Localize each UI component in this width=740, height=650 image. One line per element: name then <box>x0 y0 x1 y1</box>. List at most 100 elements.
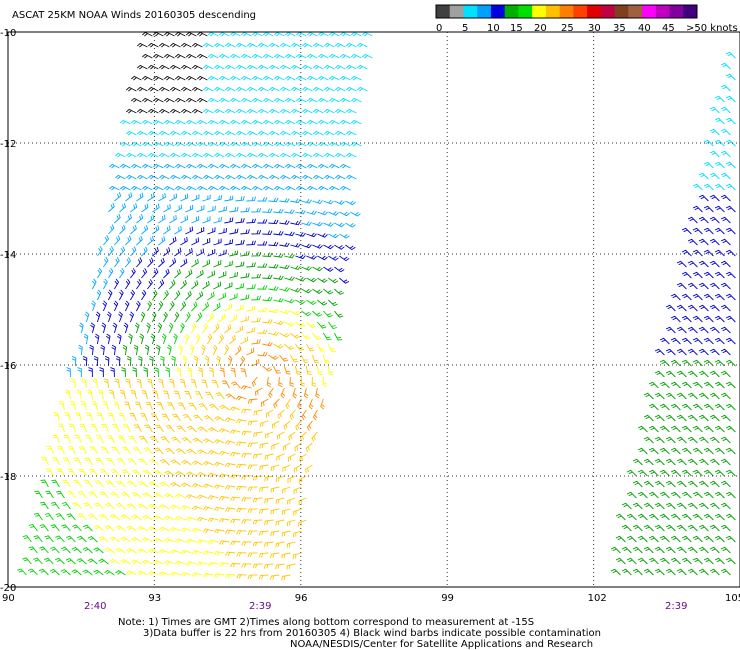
wind-barb <box>654 348 665 356</box>
wind-barb <box>80 401 87 411</box>
wind-barb <box>180 193 189 202</box>
wind-barb <box>71 546 82 554</box>
wind-barb <box>138 458 148 466</box>
wind-barb <box>725 205 736 213</box>
wind-barb <box>191 215 200 224</box>
wind-barb <box>301 332 311 340</box>
wind-barb <box>214 416 225 422</box>
wind-barb <box>218 249 227 257</box>
wind-barb <box>317 31 329 37</box>
wind-barb <box>720 502 731 510</box>
wind-barb <box>173 333 178 345</box>
wind-barb <box>214 529 225 534</box>
wind-barb <box>681 271 692 279</box>
wind-barb <box>158 378 164 389</box>
wind-barb <box>257 64 269 70</box>
wind-barb <box>110 367 115 378</box>
wind-barb <box>119 163 131 169</box>
wind-barb <box>202 152 214 158</box>
wind-barb <box>224 174 236 180</box>
wind-barb <box>72 524 82 532</box>
wind-barb <box>687 348 698 356</box>
note-line-3: NOAA/NESDIS/Center for Satellite Applica… <box>290 639 593 650</box>
longitude-label: 96 <box>295 593 308 604</box>
wind-barb <box>147 300 153 312</box>
wind-barb <box>270 552 280 559</box>
wind-barb <box>698 370 709 378</box>
wind-barb <box>202 108 214 114</box>
wind-barb <box>150 333 156 345</box>
wind-barb <box>138 355 143 367</box>
wind-barb <box>687 326 698 334</box>
wind-barb <box>295 276 306 282</box>
wind-barb <box>725 73 736 81</box>
wind-barb <box>187 367 192 378</box>
wind-barb <box>213 195 223 202</box>
wind-barb <box>202 483 214 489</box>
wind-barb <box>703 469 714 477</box>
wind-barb <box>687 238 698 246</box>
wind-barb <box>116 457 126 466</box>
wind-barb <box>207 539 219 545</box>
wind-barb <box>251 31 263 37</box>
wind-barb <box>105 333 111 345</box>
legend-tick-label: 0 <box>436 23 442 34</box>
wind-barb <box>202 259 211 268</box>
wind-barb <box>218 185 230 191</box>
wind-barb <box>191 64 203 70</box>
wind-barb <box>670 513 681 521</box>
wind-barb <box>106 435 115 444</box>
wind-barb <box>665 348 676 356</box>
wind-barb <box>218 271 227 279</box>
wind-barb <box>94 502 104 510</box>
wind-barb <box>692 425 703 433</box>
wind-barb <box>263 541 274 547</box>
wind-barb <box>130 390 137 400</box>
wind-barb <box>136 130 148 136</box>
wind-barb <box>191 483 203 488</box>
wind-barb <box>714 205 725 213</box>
longitude-label: 99 <box>441 593 454 604</box>
wind-barb <box>271 420 280 429</box>
wind-barb <box>725 381 736 389</box>
wind-barb <box>202 64 214 70</box>
wind-barb <box>164 515 175 521</box>
wind-barb <box>703 161 714 169</box>
wind-barb <box>115 355 121 367</box>
wind-barb <box>714 491 725 499</box>
wind-barb <box>174 185 186 191</box>
wind-barb <box>698 172 709 180</box>
wind-barb <box>95 311 101 323</box>
wind-barb <box>295 141 307 147</box>
wind-barb <box>240 31 252 37</box>
wind-barb <box>153 470 164 477</box>
wind-barb <box>262 319 273 324</box>
wind-barb <box>262 296 273 302</box>
pass-time-label: 2:40 <box>84 601 106 612</box>
wind-barb <box>207 227 216 235</box>
wind-barb <box>282 464 291 472</box>
wind-barb <box>88 513 98 521</box>
wind-barb <box>77 490 87 499</box>
lat-lon-grid <box>8 32 740 587</box>
wind-barb <box>251 273 262 279</box>
wind-barb <box>119 202 127 213</box>
wind-barb <box>317 75 329 81</box>
wind-barb <box>211 379 219 389</box>
wind-barb <box>269 574 280 580</box>
wind-barb <box>230 452 241 457</box>
wind-barb <box>251 185 263 191</box>
wind-barb <box>720 62 731 70</box>
wind-barb <box>615 557 626 565</box>
wind-barb <box>156 402 164 411</box>
wind-barb <box>306 255 317 260</box>
wind-barb <box>178 344 183 356</box>
wind-barb <box>306 53 318 59</box>
wind-barb <box>181 459 192 466</box>
wind-barb <box>295 75 307 81</box>
wind-barb <box>202 528 214 534</box>
wind-barb <box>725 535 736 543</box>
wind-barb <box>698 260 709 268</box>
wind-barb <box>654 458 665 466</box>
wind-barb <box>164 470 175 477</box>
